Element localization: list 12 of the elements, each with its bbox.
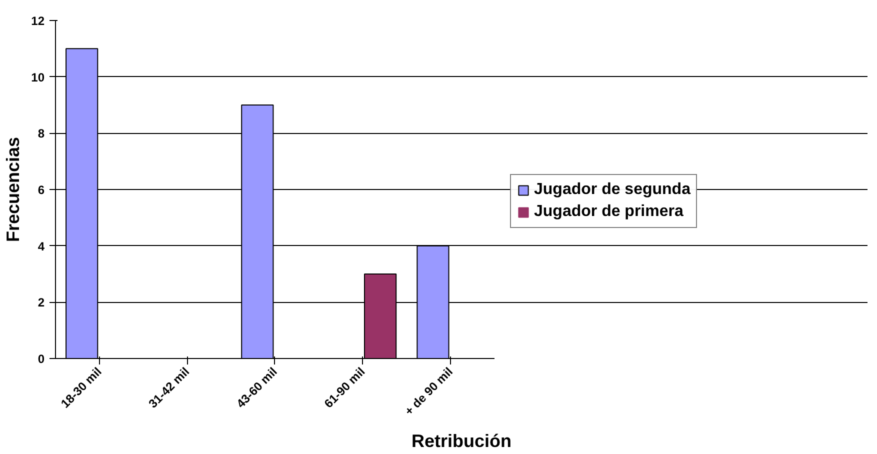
y-tick-label: 10 — [31, 70, 45, 84]
legend-label: Jugador de segunda — [534, 181, 690, 199]
y-tick-label: 4 — [38, 239, 45, 254]
y-tick-label: 6 — [38, 183, 45, 197]
y-tick-label: 0 — [38, 352, 45, 366]
legend-label: Jugador de primera — [534, 203, 684, 221]
y-tick-label: 8 — [38, 126, 45, 141]
x-axis-title: Retribución — [412, 431, 512, 452]
y-tick-label: 2 — [38, 296, 45, 310]
y-axis-title: Frecuencias — [3, 136, 24, 242]
x-tick-label: + de 90 mil — [402, 364, 456, 418]
y-tick-label: 12 — [31, 14, 45, 28]
